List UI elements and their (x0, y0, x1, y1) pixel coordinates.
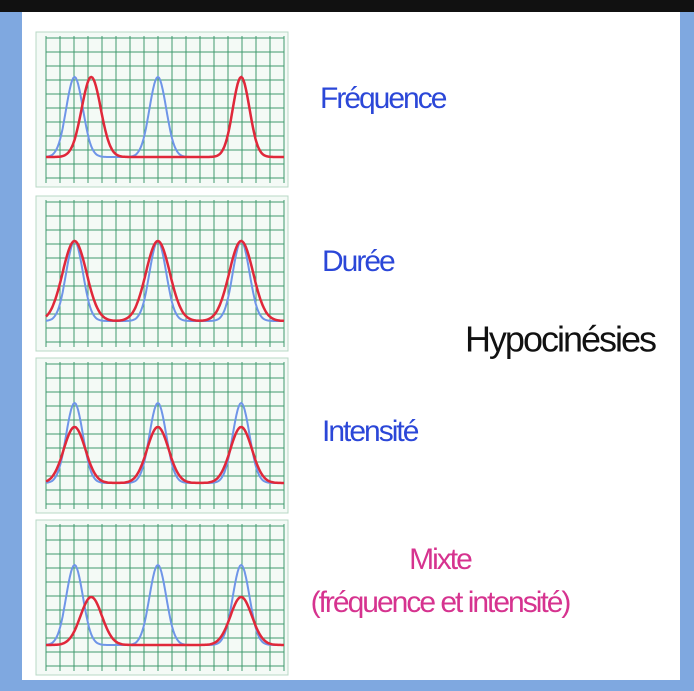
panel-sublabel: (fréquence et intensité) (311, 586, 571, 619)
panel-label: Mixte (409, 543, 472, 576)
top-bar (0, 0, 694, 12)
chart-panel (35, 519, 289, 676)
altered-curve (46, 595, 284, 647)
chart-panel (35, 31, 289, 188)
altered-curve (45, 239, 285, 323)
normal-curve (45, 563, 284, 646)
normal-curve (45, 239, 284, 322)
panel-label: Intensité (322, 415, 419, 448)
altered-curve (45, 425, 284, 485)
altered-curve (46, 75, 284, 159)
panel-label: Fréquence (320, 82, 447, 115)
group-label: Hypocinésies (465, 319, 656, 360)
panels (35, 31, 289, 676)
panel-label: Durée (322, 245, 395, 278)
chart-panel (35, 195, 289, 352)
